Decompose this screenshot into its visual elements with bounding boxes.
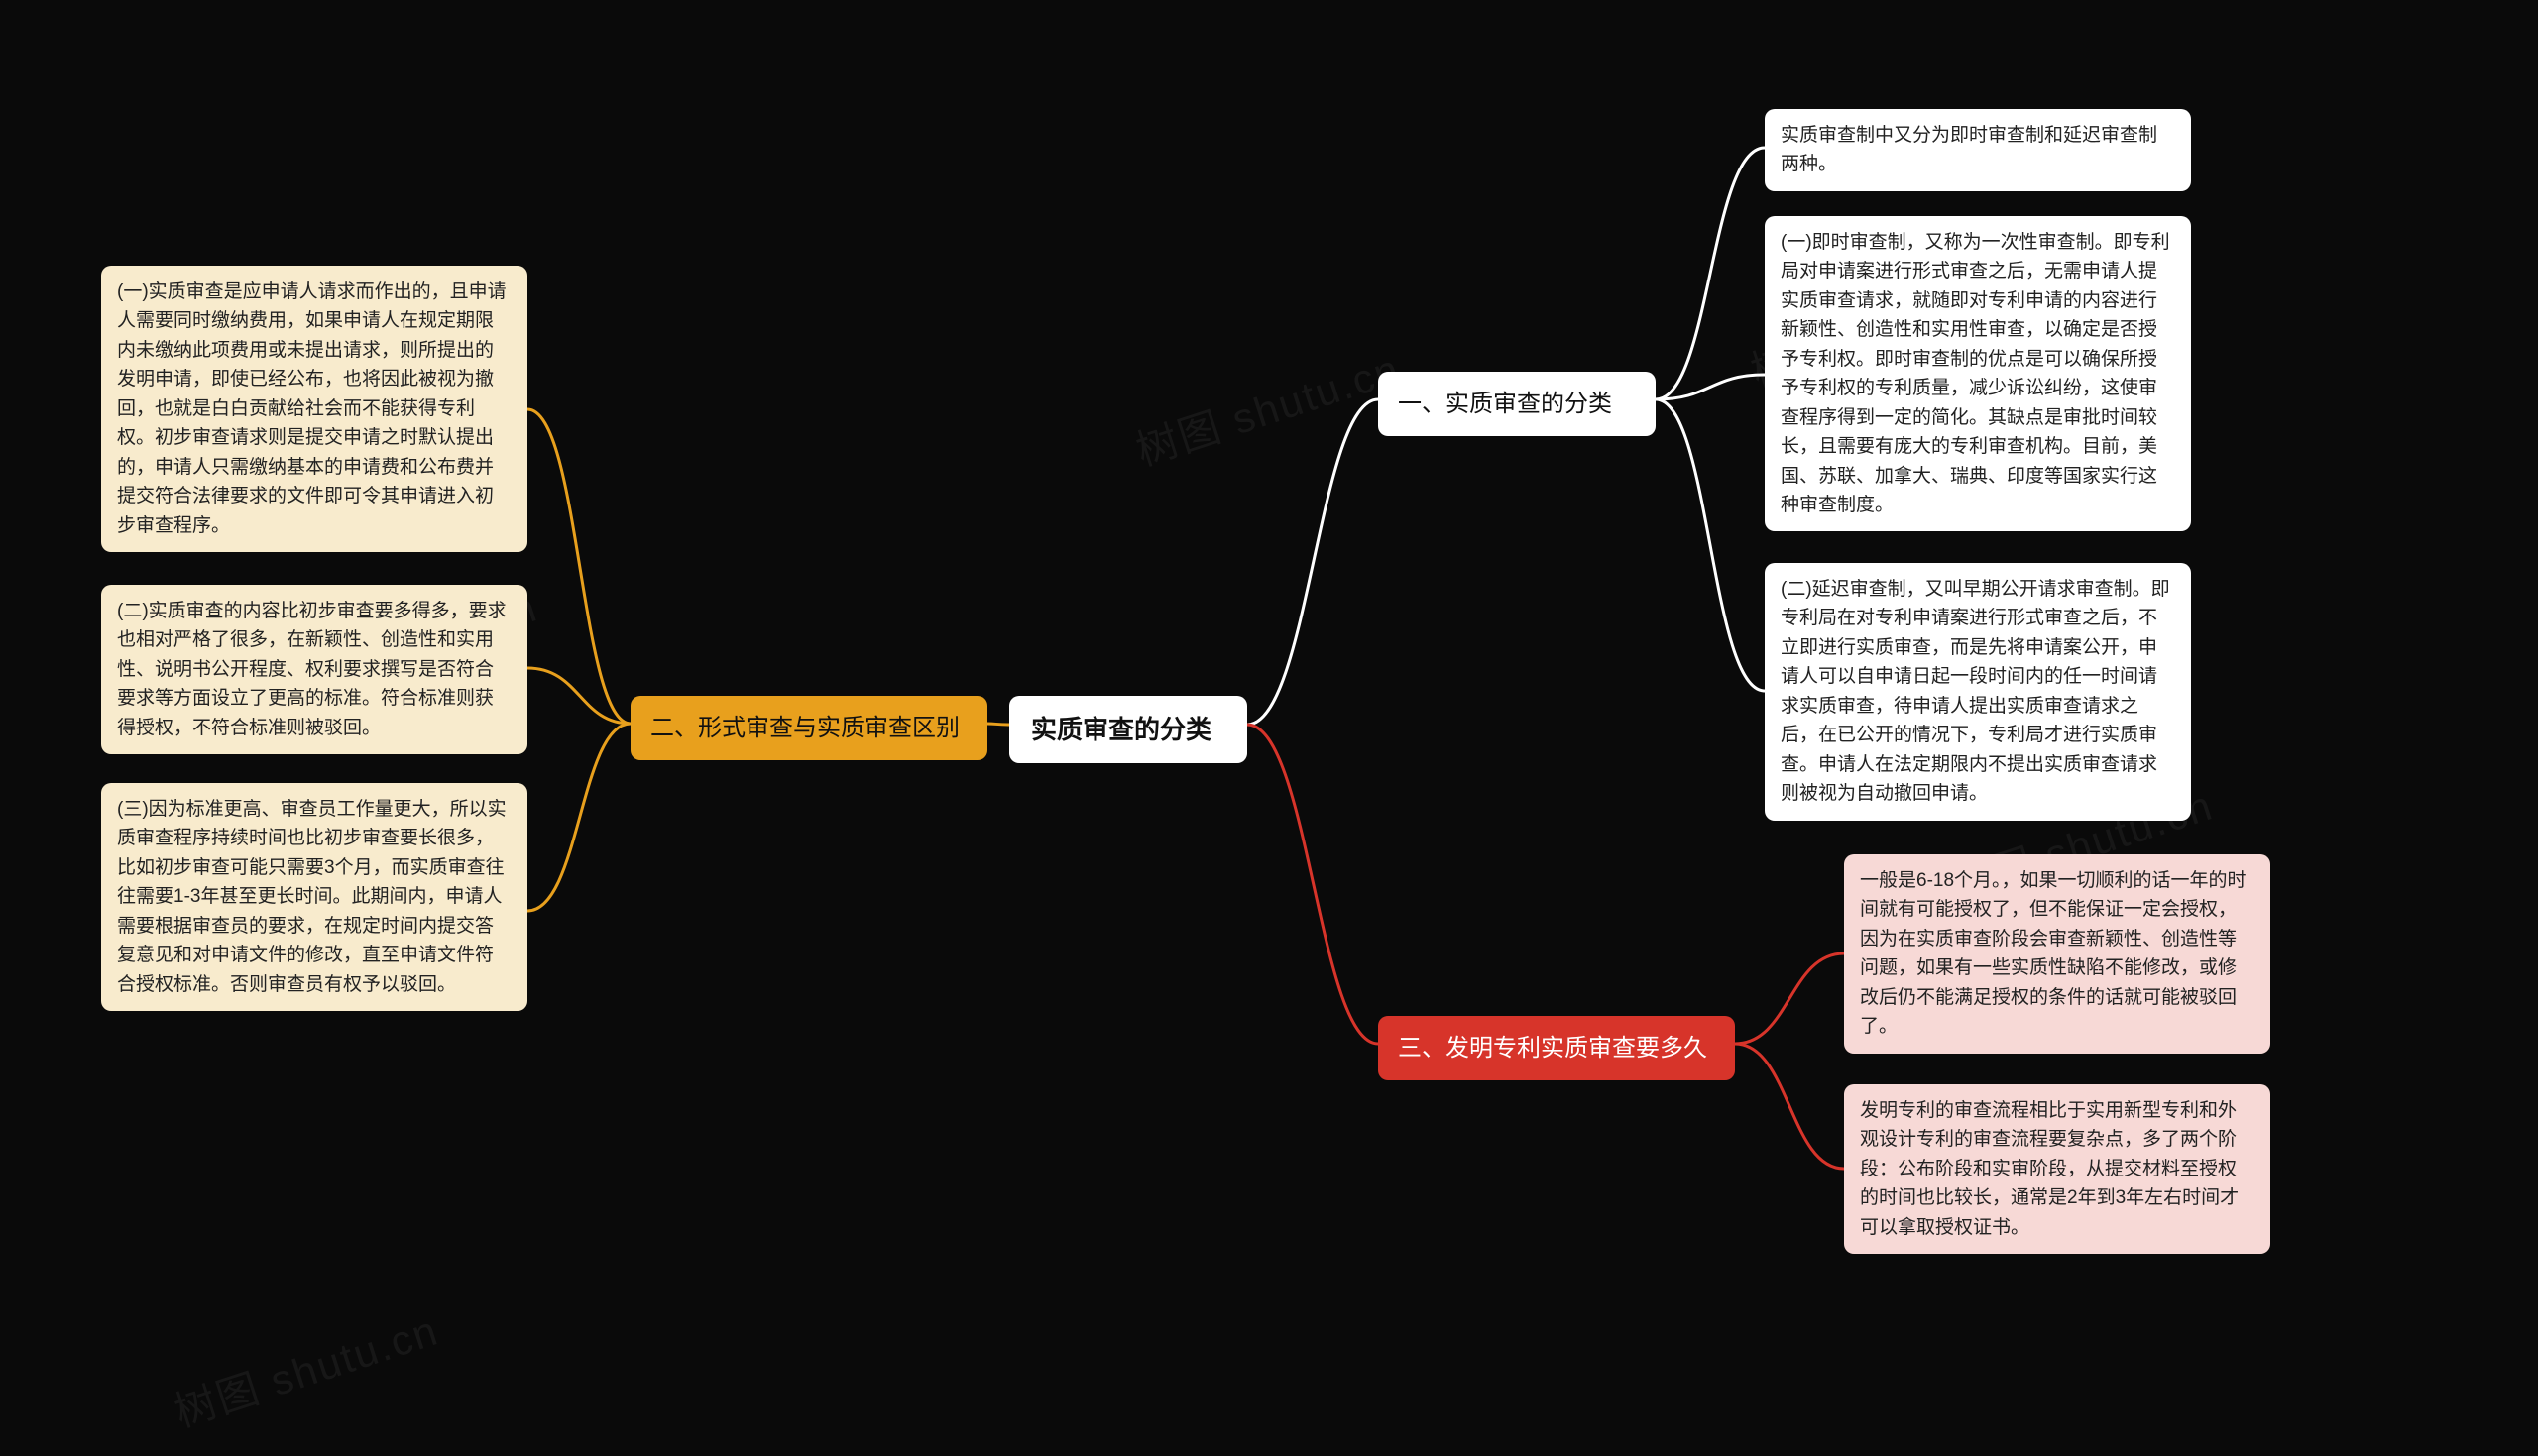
leaf-node-3-1[interactable]: 一般是6-18个月。，如果一切顺利的话一年的时间就有可能授权了，但不能保证一定会… <box>1844 854 2270 1054</box>
edge-b1-l1 <box>1656 148 1765 399</box>
watermark: 树图 shutu.cn <box>166 1297 445 1439</box>
edge-b3-l1 <box>1735 953 1844 1044</box>
edge-b2-l2 <box>527 668 631 724</box>
edge-b1-l3 <box>1656 399 1765 691</box>
leaf-node-2-2[interactable]: (二)实质审查的内容比初步审查要多得多，要求也相对严格了很多，在新颖性、创造性和… <box>101 585 527 754</box>
leaf-node-1-2[interactable]: (一)即时审查制，又称为一次性审查制。即专利局对申请案进行形式审查之后，无需申请… <box>1765 216 2191 531</box>
edge-b2-l3 <box>527 724 631 911</box>
edge-b1-l2 <box>1656 375 1765 399</box>
leaf-node-1-3[interactable]: (二)延迟审查制，又叫早期公开请求审查制。即专利局在对专利申请案进行形式审查之后… <box>1765 563 2191 821</box>
edge-root-b3 <box>1247 725 1378 1044</box>
edge-root-b1 <box>1247 399 1378 725</box>
edge-root-b2 <box>987 724 1009 725</box>
edge-b2-l1 <box>527 409 631 724</box>
leaf-node-2-1[interactable]: (一)实质审查是应申请人请求而作出的，且申请人需要同时缴纳费用，如果申请人在规定… <box>101 266 527 552</box>
leaf-node-3-2[interactable]: 发明专利的审查流程相比于实用新型专利和外观设计专利的审查流程要复杂点，多了两个阶… <box>1844 1084 2270 1254</box>
watermark: 树图 shutu.cn <box>1127 336 1407 478</box>
leaf-node-2-3[interactable]: (三)因为标准更高、审查员工作量更大，所以实质审查程序持续时间也比初步审查要长很… <box>101 783 527 1011</box>
root-node[interactable]: 实质审查的分类 <box>1009 696 1247 763</box>
edge-b3-l2 <box>1735 1044 1844 1169</box>
branch-node-2[interactable]: 二、形式审查与实质审查区别 <box>631 696 987 760</box>
branch-node-3[interactable]: 三、发明专利实质审查要多久 <box>1378 1016 1735 1080</box>
branch-node-1[interactable]: 一、实质审查的分类 <box>1378 372 1656 436</box>
leaf-node-1-1[interactable]: 实质审查制中又分为即时审查制和延迟审查制两种。 <box>1765 109 2191 191</box>
